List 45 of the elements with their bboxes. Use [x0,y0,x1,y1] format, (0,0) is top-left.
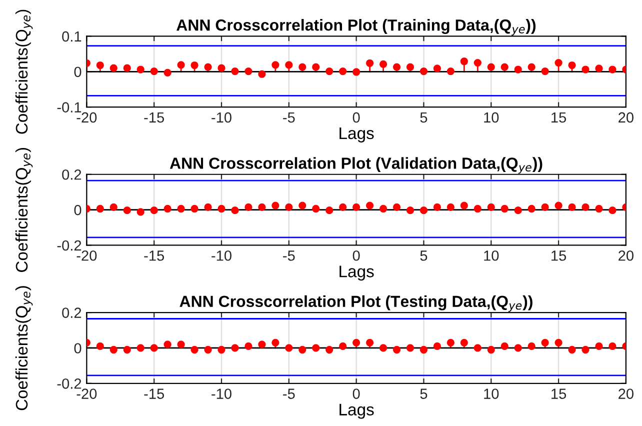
x-tick-label: 5 [420,250,428,261]
x-tick-label: 20 [618,112,634,123]
y-axis-title: Coefficients(Q$_{ye}$) [15,148,33,272]
x-tick-label: 20 [618,388,634,399]
x-tick-label: -5 [283,112,295,123]
y-tick-label: 0 [74,343,82,354]
x-tick-label: 15 [552,112,566,123]
y-axis-title: Coefficients(Q$_{ye}$) [15,286,33,410]
y-tick-label: 0.1 [62,31,82,42]
chart-title: ANN Crosscorrelation Plot (Validation Data,(Q$_{ye}$)) [170,157,542,174]
y-tick-label: -0.2 [57,240,82,251]
y-tick-label: -0.2 [57,378,82,389]
x-tick-label: -20 [76,112,97,123]
x-tick-label: -15 [144,388,164,399]
x-tick-label: -20 [76,250,97,261]
x-tick-label: 10 [484,250,499,261]
x-tick-label: -5 [283,250,295,261]
x-tick-label: -5 [283,388,295,399]
x-tick-label: -10 [212,388,232,399]
chart-title: ANN Crosscorrelation Plot (Training Data,(Q$_{ye}$)) [176,18,536,36]
x-tick-label: 5 [420,112,428,123]
y-tick-label: 0.2 [62,169,82,180]
x-tick-label: 20 [618,250,634,261]
y-tick-label: 0.2 [62,308,82,318]
x-tick-label: -15 [144,250,164,261]
y-tick-label: 0 [74,204,82,216]
y-tick-label: -0.1 [57,102,82,112]
y-axis-title: Coefficients(Q$_{ye}$) [15,10,33,134]
x-tick-label: -10 [212,112,232,123]
x-tick-label: 15 [552,388,566,399]
x-axis-title: Lags [340,266,374,281]
x-tick-label: 10 [484,388,499,399]
x-tick-label: 5 [420,388,428,399]
y-tick-label: 0 [74,66,82,78]
x-tick-label: -10 [212,250,232,261]
x-tick-label: -20 [76,388,97,399]
x-tick-label: 0 [352,112,360,123]
x-tick-label: 0 [352,388,360,399]
chart-title: ANN Crosscorrelation Plot (Testing Data,(Q$_{ye}$)) [180,295,532,312]
x-axis-title: Lags [340,128,374,142]
x-tick-label: 15 [552,250,566,261]
x-tick-label: -15 [144,112,164,123]
x-axis-title: Lags [340,404,374,419]
x-tick-label: 0 [352,250,360,261]
x-tick-label: 10 [484,112,499,123]
